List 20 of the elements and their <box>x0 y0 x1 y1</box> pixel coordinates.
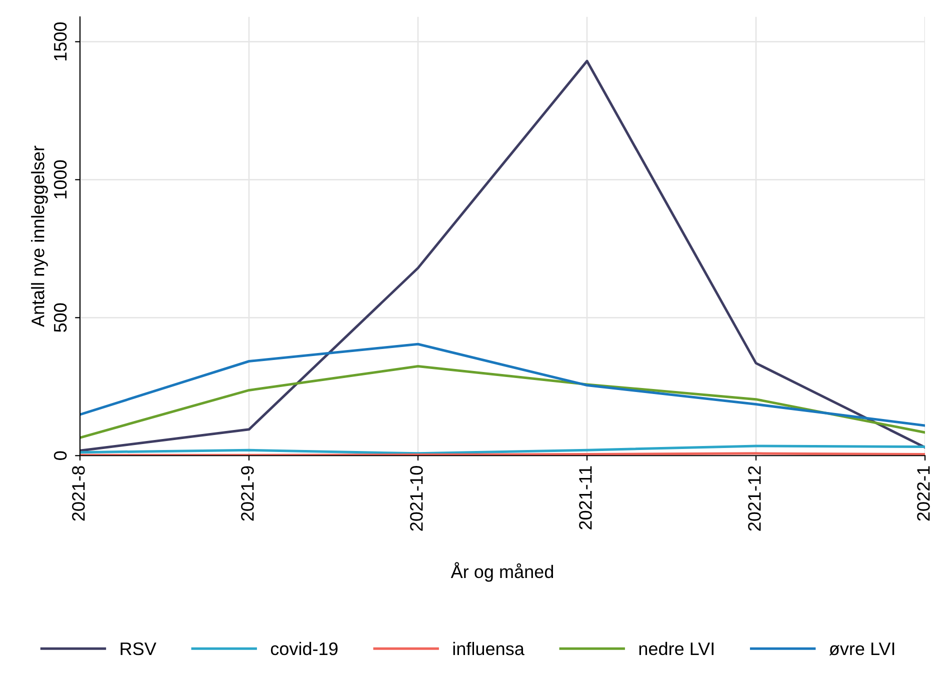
legend-label: covid-19 <box>270 642 338 656</box>
x-axis-title: År og måned <box>450 562 554 582</box>
x-tick-label: 2022-1 <box>917 466 930 521</box>
line-series <box>80 342 926 427</box>
y-tick-label: 0 <box>54 451 67 460</box>
legend-label: nedre LVI <box>639 642 714 656</box>
legend-label: influensa <box>453 642 524 656</box>
line-series <box>80 60 926 452</box>
x-tick-label: 2021-8 <box>72 466 85 521</box>
x-tick-label: 2021-11 <box>579 466 592 530</box>
x-tick-label: 2021-12 <box>748 466 761 531</box>
y-tick-label: 500 <box>54 303 67 332</box>
y-tick-label: 1000 <box>54 160 67 198</box>
line-series <box>80 364 926 439</box>
legend-label: øvre LVI <box>829 642 894 656</box>
x-tick-label: 2021-9 <box>241 466 254 521</box>
x-tick-label: 2021-10 <box>410 466 423 531</box>
legend-label: RSV <box>120 642 156 656</box>
y-tick-label: 1500 <box>54 22 67 60</box>
y-axis-title: Antall nye innleggelser <box>31 146 48 328</box>
